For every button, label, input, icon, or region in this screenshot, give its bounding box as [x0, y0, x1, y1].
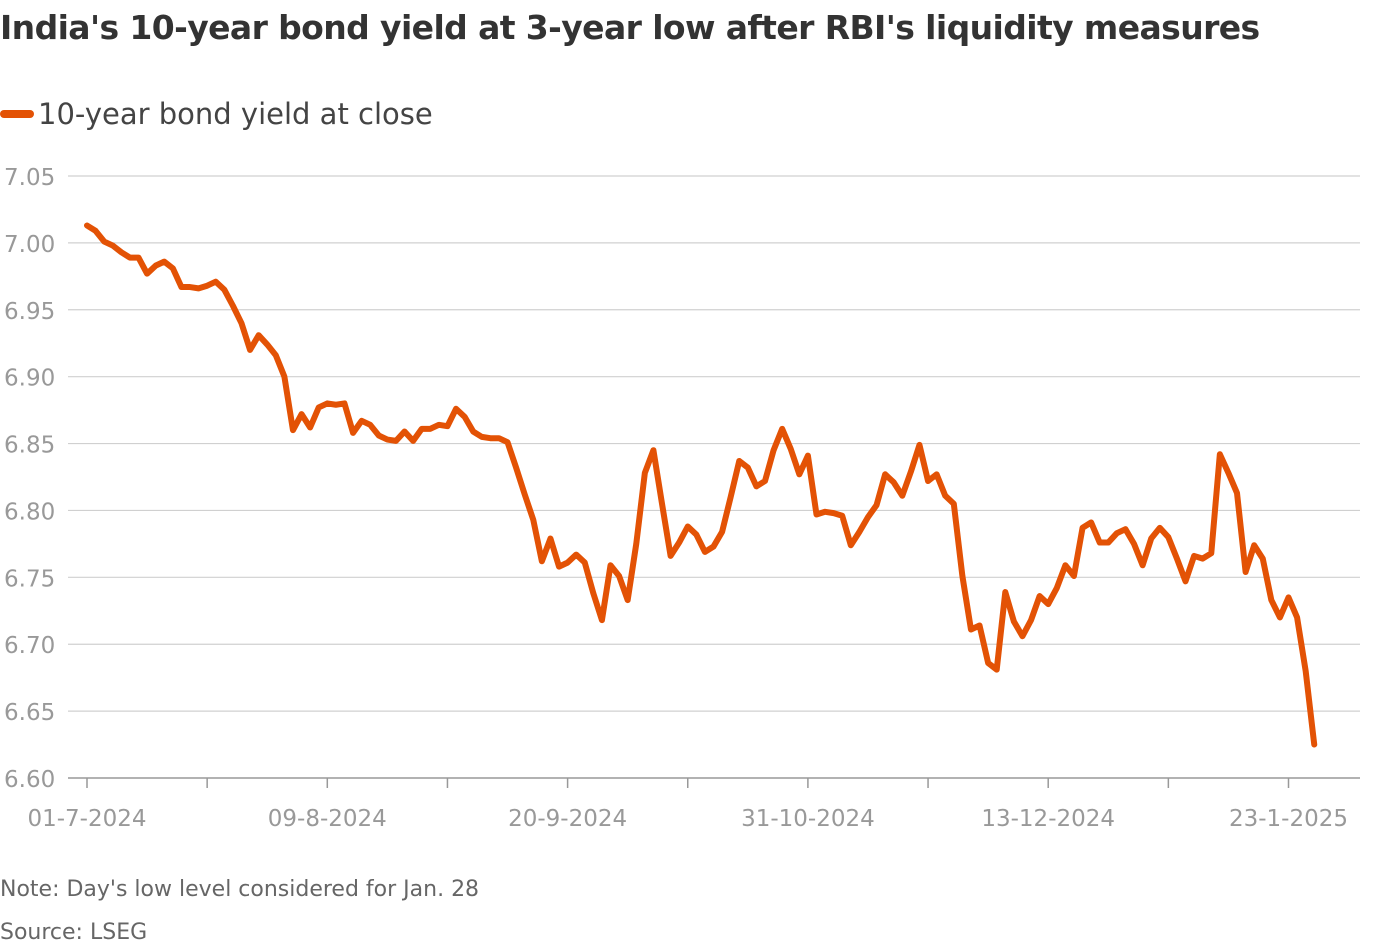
x-tick-label: 01-7-2024 [27, 806, 146, 832]
y-tick-label: 7.00 [4, 232, 55, 258]
y-axis-tick-labels: 6.60 6.65 6.70 6.75 6.80 6.85 6.90 6.95 7.00 7.05 [4, 165, 55, 793]
x-tick-label: 23-1-2025 [1229, 806, 1348, 832]
series-layer [84, 222, 1318, 748]
legend-label: 10-year bond yield at close [38, 97, 433, 131]
y-tick-label: 6.65 [4, 700, 55, 726]
gridlines [68, 175, 1360, 779]
y-tick-label: 6.95 [4, 299, 55, 325]
line-chart: 6.60 6.65 6.70 6.75 6.80 6.85 6.90 6.95 7.00 7.05… [4, 165, 1360, 832]
legend: 10-year bond yield at close [0, 94, 433, 134]
x-tick-label: 20-9-2024 [508, 806, 627, 832]
chart-title: India's 10-year bond yield at 3-year low… [0, 8, 1260, 47]
y-tick-label: 6.75 [4, 566, 55, 592]
x-tick-label: 13-12-2024 [981, 806, 1115, 832]
x-axis: 01-7-2024 09-8-2024 20-9-2024 31-10-2024 13-… [27, 778, 1348, 832]
series-line-10-year-bond-yield [84, 222, 1318, 748]
chart-note: Note: Day's low level considered for Jan… [0, 877, 480, 902]
y-tick-label: 6.60 [4, 767, 55, 793]
x-tick-label: 31-10-2024 [741, 806, 875, 832]
y-tick-label: 6.80 [4, 499, 55, 525]
chart-source: Source: LSEG [0, 920, 148, 945]
y-tick-label: 6.70 [4, 633, 55, 659]
y-tick-label: 6.85 [4, 433, 55, 459]
y-tick-label: 7.05 [4, 165, 55, 191]
y-tick-label: 6.90 [4, 366, 55, 392]
x-tick-label: 09-8-2024 [268, 806, 387, 832]
legend-line-swatch [0, 110, 34, 118]
